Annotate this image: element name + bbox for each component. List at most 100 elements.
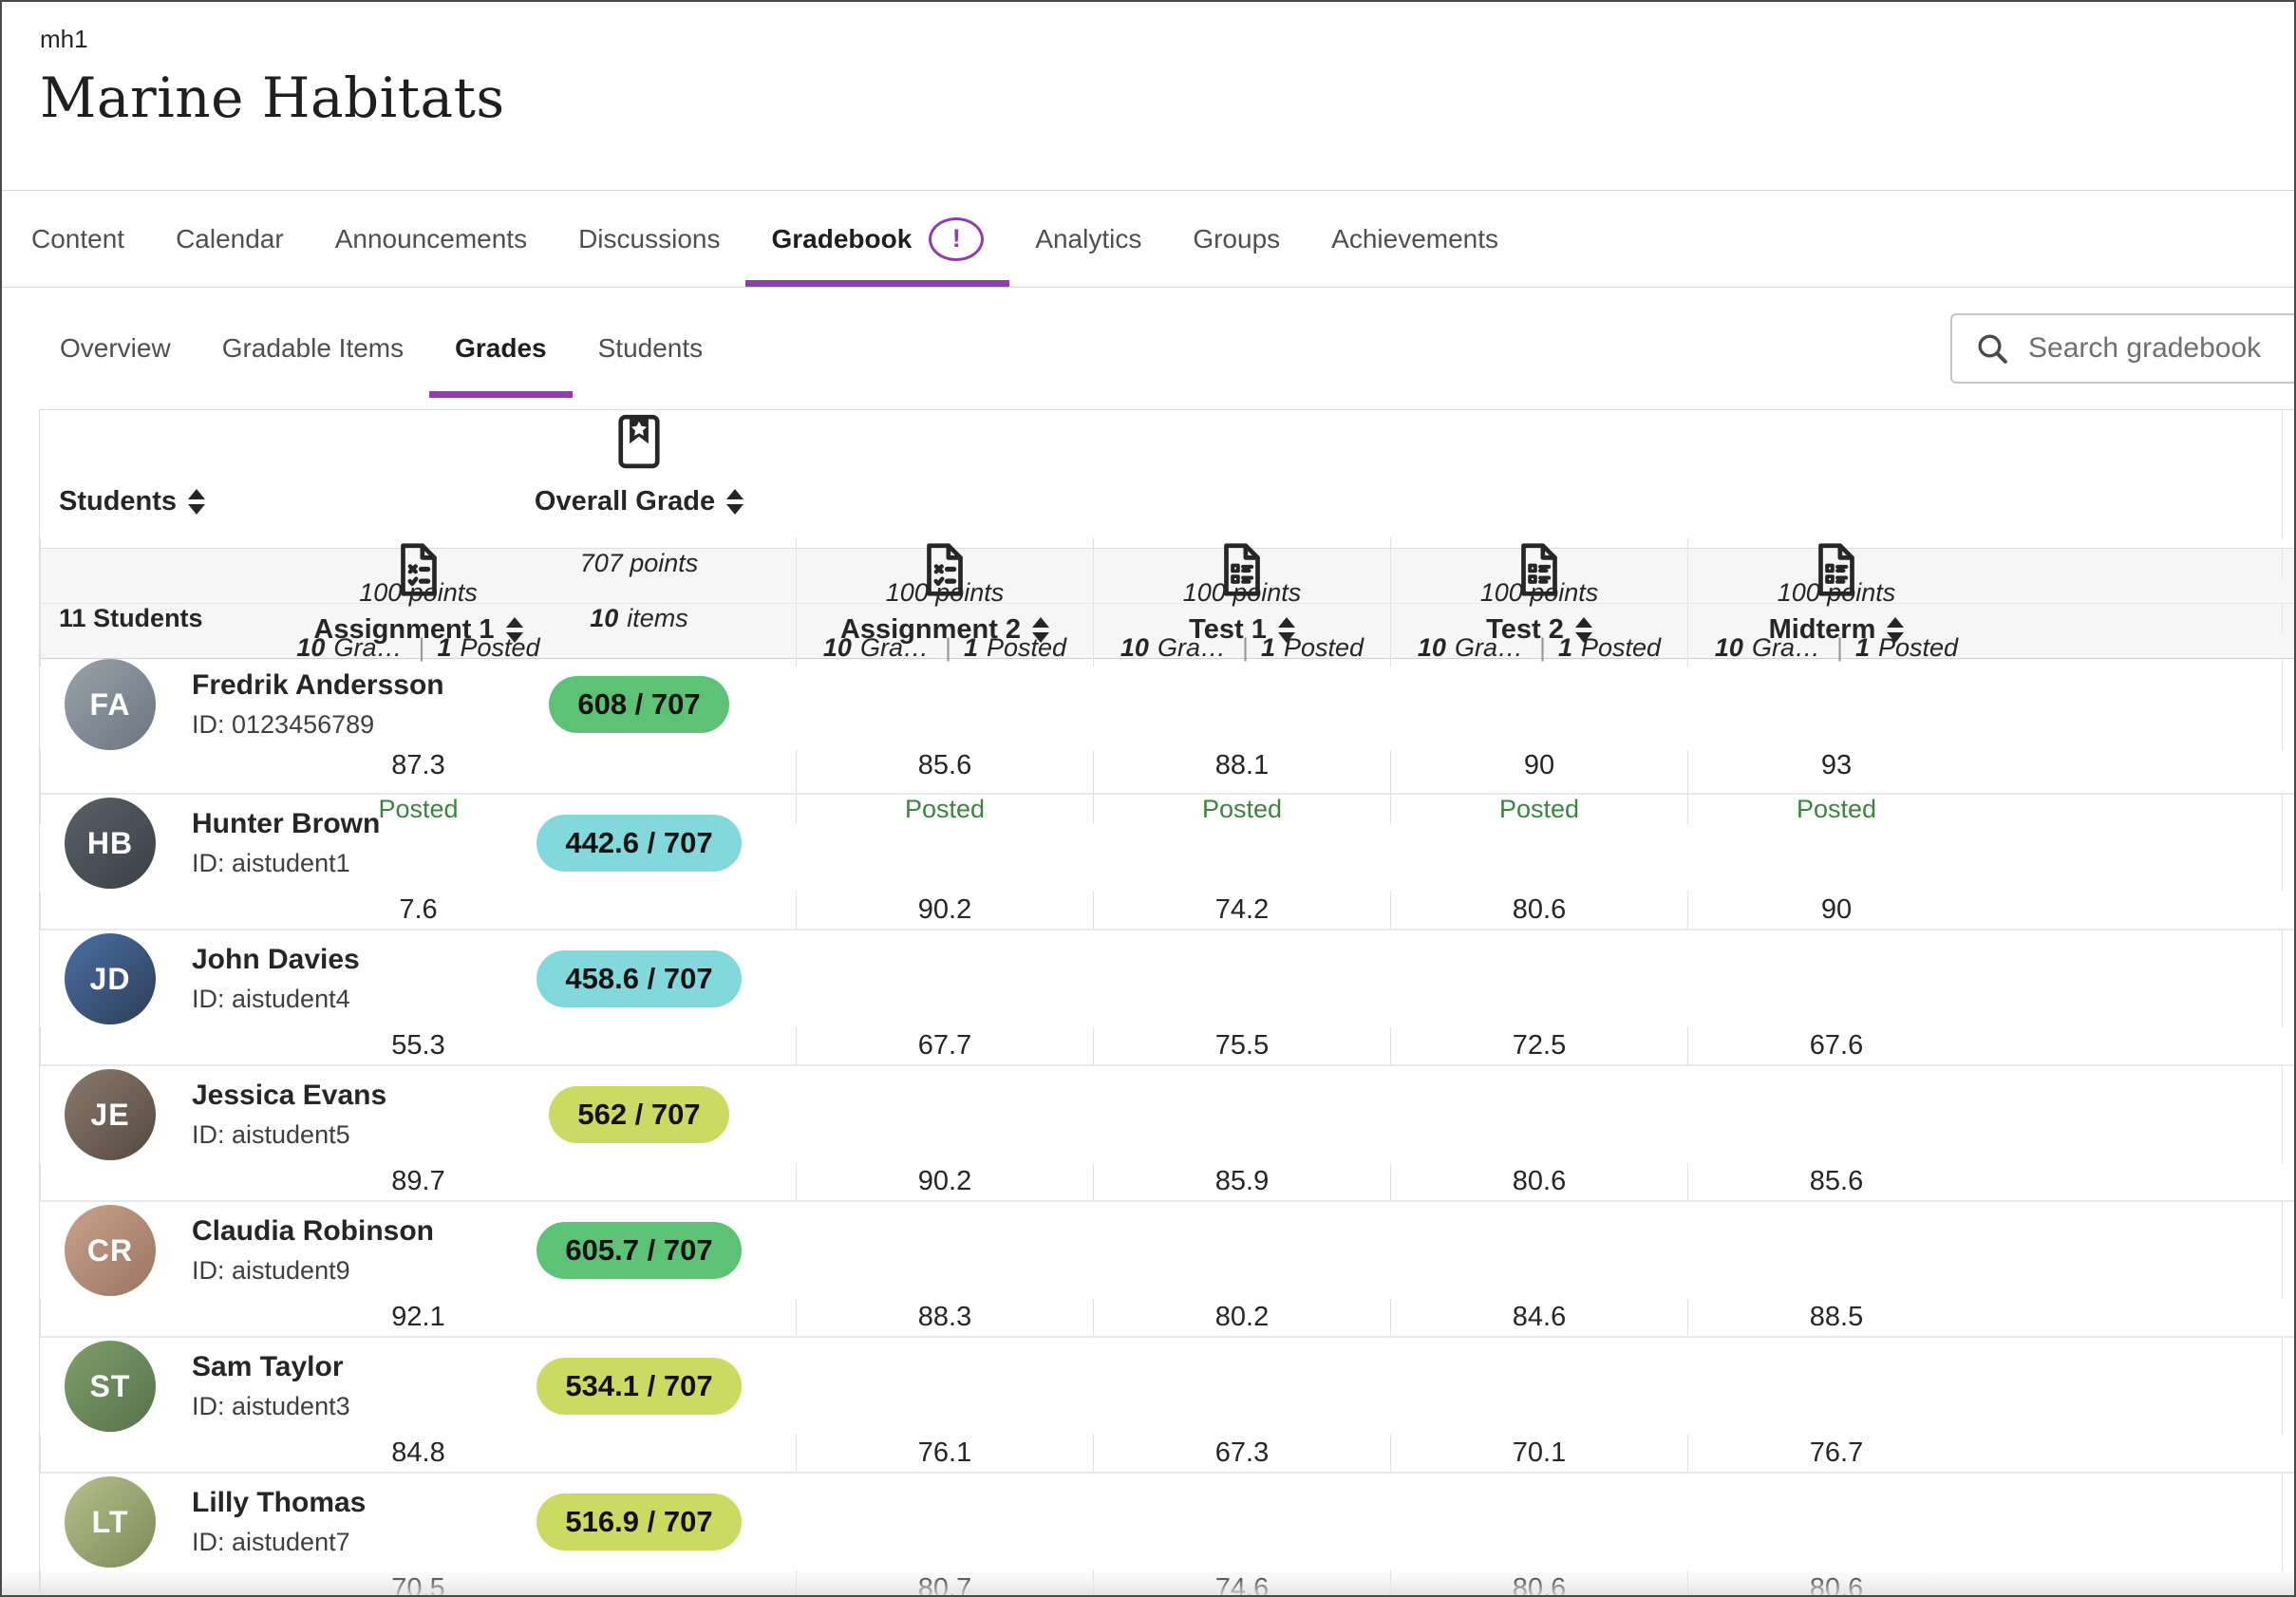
overall-grade-pill[interactable]: 458.6 / 707 — [536, 950, 742, 1007]
score-cell[interactable]: 67.7 — [796, 1027, 1093, 1064]
sort-icon[interactable] — [1277, 617, 1295, 643]
score-cell[interactable]: 76.7 — [1687, 1435, 1985, 1472]
score-cell[interactable]: 7.6 — [40, 892, 796, 929]
course-title: Marine Habitats — [40, 66, 505, 130]
score-cell[interactable]: 67.6 — [1687, 1027, 1985, 1064]
score-cell[interactable]: 75.5 — [1093, 1027, 1390, 1064]
student-cell[interactable]: ST Sam Taylor ID: aistudent3 534.1 / 707 — [40, 1338, 796, 1435]
students-column-header[interactable]: Students — [59, 486, 206, 517]
score-cell[interactable]: 80.2 — [1093, 1299, 1390, 1336]
score-value: 76.1 — [917, 1437, 972, 1468]
score-cell[interactable]: 87.3 Posted — [40, 750, 796, 824]
student-cell[interactable]: FA Fredrik Andersson ID: 0123456789 608 … — [40, 659, 796, 750]
posted-count-value: 1 — [1854, 633, 1871, 662]
score-cell[interactable]: 80.6 — [1390, 892, 1687, 929]
subnav-item-gradable-items[interactable]: Gradable Items — [197, 288, 429, 409]
student-cell[interactable]: JD John Davies ID: aistudent4 458.6 / 70… — [40, 930, 796, 1027]
score-cell[interactable]: 80.7 — [796, 1570, 1093, 1597]
score-cell[interactable]: 84.8 — [40, 1435, 796, 1472]
score-cell[interactable]: 85.9 — [1093, 1163, 1390, 1200]
student-name: John Davies — [192, 944, 360, 975]
student-id: ID: aistudent3 — [192, 1392, 350, 1420]
avatar: CR — [65, 1205, 156, 1296]
student-cell[interactable]: LT Lilly Thomas ID: aistudent7 516.9 / 7… — [40, 1474, 796, 1570]
subnav-item-overview[interactable]: Overview — [34, 288, 197, 409]
posted-status: Posted — [1201, 795, 1283, 823]
sort-icon[interactable] — [1887, 617, 1905, 643]
score-cell[interactable]: 90 — [1687, 892, 1985, 929]
overall-grade-pill[interactable]: 516.9 / 707 — [536, 1494, 742, 1550]
graded-count-label: Gra… — [1454, 633, 1523, 662]
score-value: 90 — [1523, 750, 1555, 780]
posted-count-label: Posted — [1284, 633, 1364, 662]
column-header-test-2[interactable]: Test 2 — [1390, 538, 1687, 667]
score-value: 7.6 — [399, 894, 438, 925]
overall-grade-pill[interactable]: 534.1 / 707 — [536, 1358, 742, 1415]
nav-item-gradebook[interactable]: Gradebook ! — [745, 191, 1010, 287]
student-cell[interactable]: JE Jessica Evans ID: aistudent5 562 / 70… — [40, 1066, 796, 1163]
score-cell[interactable]: 90.2 — [796, 892, 1093, 929]
score-cell[interactable]: 90.2 — [796, 1163, 1093, 1200]
search-input[interactable] — [2028, 332, 2294, 365]
score-cell[interactable]: 88.1 Posted — [1093, 750, 1390, 824]
student-cell[interactable]: CR Claudia Robinson ID: aistudent9 605.7… — [40, 1202, 796, 1299]
score-cell[interactable]: 80.6 — [1687, 1570, 1985, 1595]
score-value: 84.6 — [1512, 1302, 1567, 1332]
nav-item-label: Achievements — [1331, 223, 1499, 254]
score-cell[interactable]: 76.1 — [796, 1435, 1093, 1472]
sort-icon[interactable] — [188, 489, 206, 515]
score-cell[interactable]: 70.1 — [1390, 1435, 1687, 1472]
score-value: 80.7 — [917, 1573, 972, 1597]
score-value: 80.6 — [1512, 1166, 1567, 1196]
score-cell[interactable]: 88.5 — [1687, 1299, 1985, 1336]
next-column-sliver — [2282, 410, 2294, 538]
score-value: 85.9 — [1214, 1166, 1270, 1196]
column-header-midterm[interactable]: Midterm — [1687, 538, 1985, 667]
score-value: 90.2 — [917, 894, 972, 925]
graded-count-value: 10 — [1417, 633, 1446, 662]
subnav-item-grades[interactable]: Grades — [429, 288, 573, 409]
nav-item-announcements[interactable]: Announcements — [310, 191, 553, 287]
overall-grade-column-header[interactable]: Overall Grade — [482, 410, 796, 517]
gradebook-alert-badge: ! — [929, 216, 985, 261]
overall-grade-pill[interactable]: 442.6 / 707 — [536, 815, 742, 872]
score-cell[interactable]: 80.6 — [1390, 1163, 1687, 1200]
score-cell[interactable]: 67.3 — [1093, 1435, 1390, 1472]
score-cell[interactable]: 74.2 — [1093, 892, 1390, 929]
student-cell[interactable]: HB Hunter Brown ID: aistudent1 442.6 / 7… — [40, 795, 796, 892]
sort-ascending-arrow — [1574, 617, 1592, 628]
nav-item-calendar[interactable]: Calendar — [150, 191, 310, 287]
sort-icon[interactable] — [505, 617, 523, 643]
score-cell[interactable]: 85.6 — [1687, 1163, 1985, 1200]
sort-icon[interactable] — [1032, 617, 1050, 643]
score-cell[interactable]: 90 Posted — [1390, 750, 1687, 824]
column-header-assignment-1[interactable]: Assignment 1 — [40, 538, 796, 667]
subnav-item-students[interactable]: Students — [573, 288, 729, 409]
score-cell[interactable]: 55.3 — [40, 1027, 796, 1064]
nav-item-discussions[interactable]: Discussions — [553, 191, 745, 287]
overall-grade-pill[interactable]: 608 / 707 — [549, 676, 729, 733]
nav-item-content[interactable]: Content — [6, 191, 150, 287]
score-cell[interactable]: 72.5 — [1390, 1027, 1687, 1064]
score-cell[interactable]: 74.6 — [1093, 1570, 1390, 1595]
sort-icon[interactable] — [726, 489, 744, 515]
score-cell[interactable]: 85.6 Posted — [796, 750, 1093, 824]
score-cell[interactable]: 80.6 — [1390, 1570, 1687, 1595]
score-cell[interactable]: 92.1 — [40, 1299, 796, 1336]
nav-item-achievements[interactable]: Achievements — [1306, 191, 1524, 287]
column-points-cell: 100 points — [40, 578, 796, 608]
nav-item-analytics[interactable]: Analytics — [1009, 191, 1167, 287]
score-cell[interactable]: 93 Posted — [1687, 750, 1985, 824]
score-cell[interactable]: 88.3 — [796, 1299, 1093, 1336]
score-cell[interactable]: 89.7 — [40, 1163, 796, 1200]
score-cell[interactable]: 84.6 — [1390, 1299, 1687, 1336]
overall-grade-pill[interactable]: 562 / 707 — [549, 1086, 729, 1143]
search-box[interactable] — [1950, 313, 2294, 384]
score-value: 89.7 — [391, 1166, 445, 1196]
nav-item-groups[interactable]: Groups — [1167, 191, 1306, 287]
overall-grade-pill[interactable]: 605.7 / 707 — [536, 1222, 742, 1279]
next-column-sliver — [2282, 1474, 2294, 1570]
score-cell[interactable]: 70.5 — [40, 1570, 796, 1595]
sort-icon[interactable] — [1574, 617, 1592, 643]
